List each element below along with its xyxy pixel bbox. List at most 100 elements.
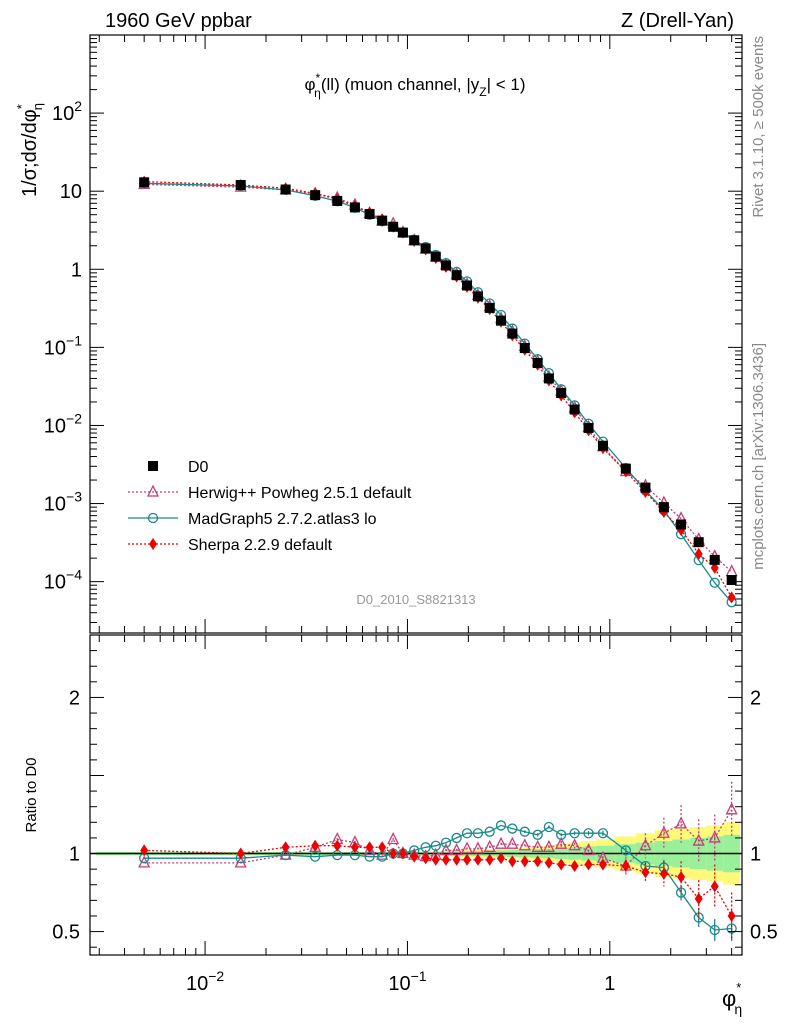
d0-data-point — [676, 519, 687, 530]
madgraph5-ratio-point — [310, 851, 321, 862]
main-panel-data — [138, 175, 738, 608]
d0-data-point — [620, 463, 631, 474]
d0-data-point — [409, 235, 420, 246]
madgraph5-main-line — [144, 182, 733, 603]
sherpa-ratio-point — [410, 850, 419, 863]
herwig-ratio-point — [518, 838, 531, 851]
madgraph5-ratio-point — [472, 828, 484, 839]
madgraph5-ratio-point — [709, 924, 720, 936]
sherpa-ratio-point — [659, 867, 668, 880]
plot-title: φ* η(ll) (muon channel, |yZ| < 1) — [304, 71, 525, 100]
x-tick-label: 10−1 — [388, 968, 426, 995]
ratio-panel-frame — [89, 634, 743, 956]
madgraph5-legend-label: MadGraph5 2.7.2.atlas3 lo — [188, 511, 377, 528]
madgraph5-ratio-line — [144, 824, 732, 931]
d0-data-point — [496, 315, 507, 326]
sherpa-ratio-point — [389, 847, 398, 860]
herwig-ratio-point — [675, 816, 688, 829]
sherpa-ratio-point — [473, 853, 482, 866]
herwig-ratio-point — [708, 830, 721, 843]
y-tick-label: 10 — [60, 181, 82, 203]
madgraph5-ratio-point — [420, 842, 431, 853]
sherpa-legend-marker — [149, 538, 157, 550]
madgraph5-ratio-point — [440, 837, 452, 848]
d0-data-point — [451, 270, 462, 281]
d0-data-point — [543, 373, 554, 384]
herwig-main-point — [725, 564, 738, 577]
sherpa-main-line — [144, 180, 733, 598]
d0-data-point — [388, 221, 399, 232]
sherpa-ratio-point — [431, 853, 440, 866]
herwig-ratio-point — [506, 836, 519, 849]
legend: D0 Herwig++ Powheg 2.5.1 default MadGraph5… — [128, 459, 412, 554]
d0-data-point — [139, 177, 150, 188]
sherpa-ratio-point — [621, 860, 630, 873]
rivet-label: Rivet 3.1.10, ≥ 500k events — [750, 36, 767, 218]
madgraph5-ratio-point — [569, 828, 580, 839]
d0-data-point — [332, 195, 343, 206]
y-tick-label: 10−3 — [44, 489, 82, 516]
d0-data-point — [462, 280, 473, 291]
d0-data-point — [397, 227, 408, 238]
madgraph5-legend-marker — [147, 512, 159, 524]
ratio-tick-label: 0.5 — [52, 922, 80, 944]
x-axis-label: φ* η — [722, 980, 742, 1017]
d0-data-point — [310, 190, 321, 201]
sherpa-ratio-point — [557, 858, 566, 871]
d0-data-point — [420, 243, 431, 254]
sherpa-ratio-point — [441, 853, 450, 866]
y-tick-label: 10−1 — [44, 332, 82, 359]
herwig-ratio-point — [471, 841, 484, 854]
sherpa-ratio-point — [520, 855, 529, 868]
mcplots-label: mcplots.cern.ch [arXiv:1306.3436] — [750, 343, 767, 570]
beam-label: 1960 GeV ppbar — [105, 10, 252, 32]
sherpa-ratio-point — [140, 844, 149, 857]
d0-data-point — [597, 440, 608, 451]
madgraph5-ratio-point — [495, 820, 507, 831]
y-tick-label: 1 — [71, 259, 82, 281]
herwig-ratio-point — [725, 802, 738, 815]
d0-data-point — [364, 209, 375, 220]
sherpa-ratio-point — [598, 858, 607, 871]
d0-data-point — [658, 502, 669, 513]
sherpa-ratio-point — [641, 866, 650, 879]
sherpa-ratio-point — [677, 870, 686, 883]
d0-data-point — [583, 422, 594, 433]
x-tick-label: 10−2 — [186, 968, 224, 995]
analysis-id: D0_2010_S8821313 — [356, 592, 475, 607]
sherpa-ratio-point — [533, 855, 542, 868]
madgraph5-ratio-point — [597, 828, 609, 839]
madgraph5-main-point — [709, 577, 720, 588]
herwig-legend-label: Herwig++ Powheg 2.5.1 default — [188, 485, 412, 502]
madgraph5-ratio-point — [620, 845, 631, 856]
sherpa-ratio-point — [365, 841, 374, 854]
ratio-tick-label-right: 0.5 — [750, 922, 778, 944]
madgraph5-ratio-point — [556, 829, 567, 840]
d0-data-point — [569, 404, 580, 415]
ratio-y-axis-label: Ratio to D0 — [23, 757, 40, 832]
herwig-ratio-point — [582, 842, 595, 856]
sherpa-ratio-point — [694, 892, 703, 905]
madgraph5-ratio-point — [430, 840, 441, 851]
d0-data-point — [532, 358, 543, 369]
sherpa-ratio-point — [463, 853, 472, 866]
sherpa-ratio-point — [544, 856, 553, 869]
herwig-legend-marker — [146, 484, 160, 497]
herwig-ratio-point — [568, 838, 581, 851]
ratio-tick-label-right: 2 — [750, 687, 761, 709]
ratio-tick-label: 1 — [69, 844, 80, 866]
d0-data-point — [693, 537, 704, 548]
sherpa-ratio-point — [350, 841, 359, 854]
sherpa-ratio-point — [311, 839, 320, 852]
y-tick-label: 10−4 — [44, 567, 82, 594]
herwig-ratio-point — [555, 836, 568, 849]
madgraph5-ratio-point — [461, 828, 473, 839]
y-tick-label: 10−2 — [44, 410, 82, 437]
d0-data-point — [726, 574, 737, 585]
ratio-tick-label: 2 — [69, 687, 80, 709]
sherpa-ratio-point — [452, 853, 461, 866]
madgraph5-ratio-point — [507, 823, 518, 834]
sherpa-ratio-point — [710, 880, 719, 893]
sherpa-ratio-point — [508, 855, 517, 868]
